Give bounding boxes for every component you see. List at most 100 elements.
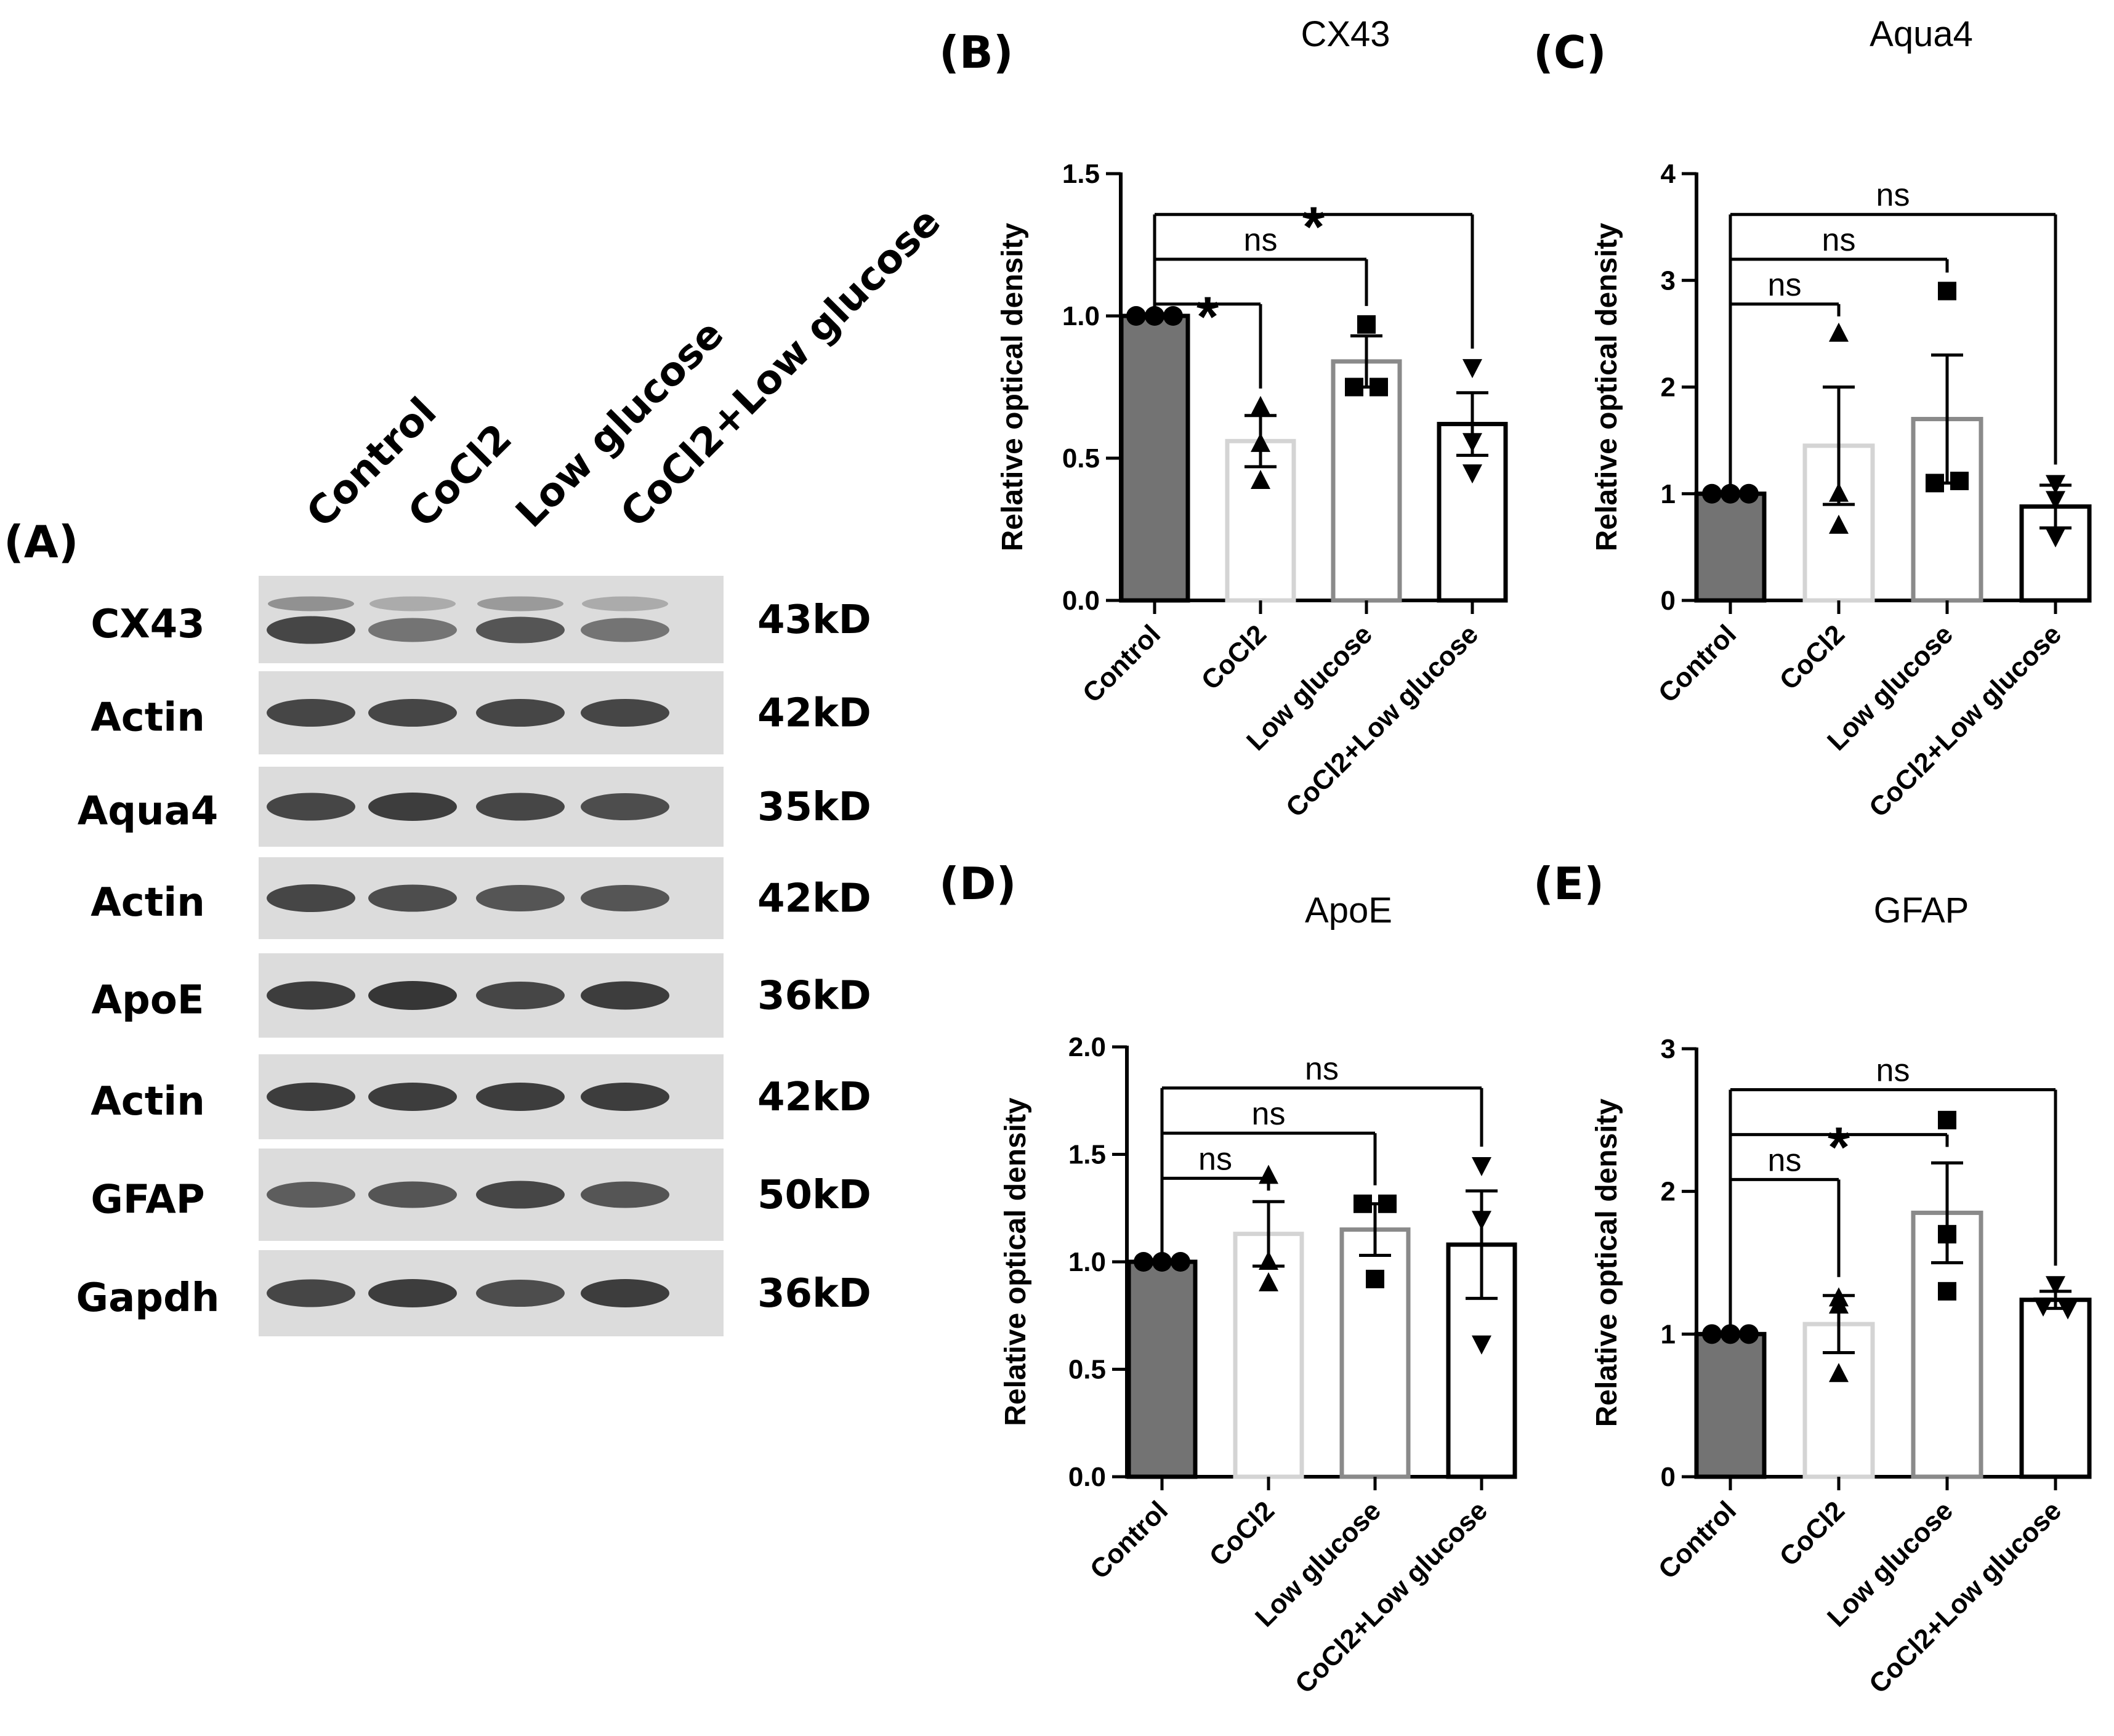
- blot-band: [476, 616, 565, 644]
- blot-kd-label: 35kD: [757, 785, 871, 830]
- x-tick-label: CoCl2+Low glucose: [1863, 619, 2067, 823]
- significance-star: *: [1828, 1116, 1850, 1179]
- data-point: [1721, 483, 1740, 504]
- data-point: [1251, 432, 1270, 452]
- blot-protein-label: Aqua4: [78, 789, 219, 834]
- data-point: [1938, 1282, 1956, 1301]
- data-point: [1702, 483, 1722, 504]
- data-point: [1702, 1324, 1722, 1344]
- chart-title: ApoE: [1305, 890, 1392, 931]
- data-point: [1938, 281, 1956, 301]
- bar: [1694, 491, 1767, 603]
- blot-band: [368, 618, 457, 642]
- data-point: [1462, 433, 1482, 453]
- data-point: [1134, 1252, 1153, 1272]
- blot-band: [267, 1182, 355, 1208]
- data-point: [1829, 514, 1849, 534]
- blot-kd-label: 42kD: [757, 876, 871, 922]
- significance-ns: ns: [1768, 267, 1802, 303]
- y-tick-label: 0: [1661, 1462, 1676, 1492]
- data-point: [2046, 1276, 2065, 1296]
- data-point: [1829, 1363, 1849, 1383]
- significance-star: *: [1302, 196, 1325, 259]
- x-tick-label: CoCl2+Low glucose: [1863, 1495, 2067, 1699]
- data-point: [1829, 1294, 1849, 1314]
- blot-band: [581, 981, 669, 1010]
- blot-band: [476, 699, 565, 727]
- blot-protein-label: ApoE: [91, 977, 204, 1023]
- data-point: [1472, 1157, 1491, 1176]
- y-tick-label: 1.5: [1062, 159, 1100, 189]
- data-point: [1472, 1211, 1491, 1230]
- y-axis-title: Relative optical density: [1591, 222, 1623, 551]
- significance-star: *: [1196, 286, 1219, 349]
- data-point: [1126, 306, 1146, 326]
- blot-protein-label: Actin: [91, 880, 205, 926]
- x-tick-label: CoCl2: [1204, 1495, 1281, 1572]
- x-tick-label: CoCl2: [1774, 1495, 1851, 1572]
- significance-ns: ns: [1876, 177, 1910, 213]
- data-point: [1251, 469, 1270, 489]
- blot-band: [368, 1279, 457, 1307]
- panel-label: (D): [939, 858, 1017, 910]
- y-tick-label: 0: [1661, 586, 1676, 616]
- data-point: [1739, 1324, 1759, 1344]
- blot-band: [267, 699, 355, 727]
- data-point: [1251, 395, 1270, 415]
- y-tick-label: 1.5: [1068, 1140, 1106, 1170]
- data-point: [1354, 1194, 1372, 1213]
- significance-ns: ns: [1252, 1096, 1286, 1132]
- data-point: [2046, 528, 2065, 548]
- data-point: [1462, 359, 1482, 379]
- data-point: [2058, 1300, 2078, 1320]
- blot-band: [368, 1181, 457, 1208]
- x-tick-label: CoCl2: [1196, 619, 1273, 696]
- blot-band-upper: [268, 596, 354, 612]
- bar: [1119, 313, 1190, 603]
- chart-panel: (D) ApoE Relative optical density 0.0 0.5 1.0…: [939, 858, 1517, 1700]
- chart-panel: (E) GFAP Relative optical density 0 1 2 3 ns * ns…: [1533, 858, 2092, 1700]
- blot-kd-label: 42kD: [757, 691, 871, 737]
- y-tick-label: 1.0: [1062, 301, 1100, 331]
- significance-ns: ns: [1244, 222, 1278, 258]
- y-tick-label: 0.5: [1068, 1355, 1106, 1385]
- data-point: [2046, 475, 2065, 495]
- blot-band: [368, 884, 457, 912]
- blot-band: [581, 699, 669, 727]
- data-point: [1152, 1252, 1172, 1272]
- x-tick-label: CoCl2+Low glucose: [1289, 1495, 1493, 1699]
- data-point: [1462, 464, 1482, 484]
- blot-band: [267, 616, 355, 644]
- blot-band: [581, 1279, 669, 1307]
- data-point: [1345, 377, 1363, 397]
- significance-ns: ns: [1305, 1051, 1339, 1087]
- x-tick-label: CoCl2+Low glucose: [1280, 619, 1484, 823]
- blot-protein-label: CX43: [91, 602, 204, 647]
- blot-band: [476, 1181, 565, 1209]
- blot-kd-label: 36kD: [757, 1271, 871, 1317]
- blot-band: [267, 981, 355, 1010]
- x-tick-label: Control: [1653, 619, 1742, 708]
- data-point: [1163, 306, 1183, 326]
- y-tick-label: 0.0: [1062, 586, 1100, 616]
- blot-band: [368, 1083, 457, 1111]
- y-tick-label: 0.0: [1068, 1462, 1106, 1492]
- y-tick-label: 2.0: [1068, 1032, 1106, 1062]
- blot-band: [267, 1279, 355, 1307]
- significance-ns: ns: [1876, 1052, 1910, 1088]
- bar: [1331, 359, 1402, 603]
- blot-band: [267, 884, 355, 912]
- data-point: [1938, 1110, 1956, 1129]
- blot-band: [476, 1083, 565, 1111]
- panel-label: (B): [939, 26, 1014, 78]
- data-point: [1472, 1335, 1491, 1355]
- data-point: [1739, 483, 1759, 504]
- blot-band: [581, 1181, 669, 1208]
- bar: [1339, 1227, 1411, 1479]
- blot-band-upper: [369, 596, 456, 612]
- y-tick-label: 2: [1661, 1177, 1676, 1207]
- data-point: [2033, 1298, 2053, 1317]
